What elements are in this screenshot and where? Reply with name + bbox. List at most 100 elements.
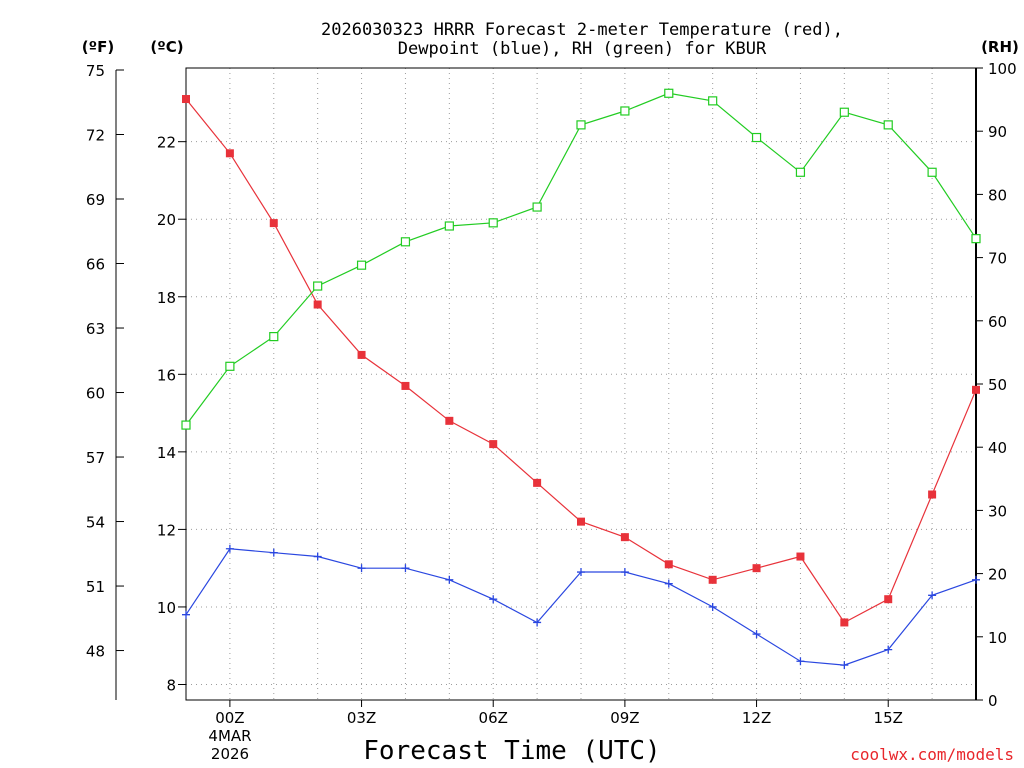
rh-point	[751, 132, 762, 143]
fahrenheit-tick-label: 54	[86, 514, 105, 532]
rh-tick-label: 100	[988, 60, 1017, 78]
fahrenheit-tick-label: 51	[86, 578, 105, 596]
dewpoint-point	[796, 657, 805, 666]
celsius-unit-label: (ºC)	[150, 38, 183, 56]
rh-point	[313, 281, 323, 291]
temperature-point	[225, 149, 234, 158]
x-tick-label: 06Z	[479, 709, 508, 727]
rh-tick-label: 20	[988, 566, 1007, 584]
celsius-tick-label: 10	[157, 599, 176, 617]
dewpoint-point	[620, 568, 629, 577]
temperature-point	[752, 564, 761, 573]
rh-tick-label: 0	[988, 692, 998, 710]
x-tick-label: 12Z	[742, 709, 771, 727]
fahrenheit-tick-label: 57	[86, 449, 105, 467]
rh-point	[839, 107, 849, 117]
temperature-point	[796, 552, 805, 561]
temperature-point	[708, 575, 717, 584]
rh-point	[181, 420, 191, 430]
temperature-point	[489, 440, 498, 449]
rh-point	[927, 167, 937, 177]
rh-tick-label: 60	[988, 313, 1007, 331]
chart-title-line-1: 2026030323 HRRR Forecast 2-meter Tempera…	[321, 20, 843, 40]
series-temperature	[182, 95, 980, 627]
dewpoint-point	[269, 548, 278, 557]
rh-point	[400, 237, 411, 247]
temperature-point	[269, 219, 278, 228]
rh-tick-label: 50	[988, 376, 1007, 394]
rh-tick-label: 80	[988, 186, 1007, 204]
fahrenheit-tick-label: 66	[86, 256, 105, 274]
dewpoint-point	[577, 568, 585, 577]
celsius-tick-label: 20	[157, 211, 176, 229]
rh-point	[225, 361, 235, 371]
date-label-year: 2026	[211, 745, 249, 763]
fahrenheit-tick-label: 60	[86, 385, 105, 403]
temperature-point	[928, 490, 937, 499]
dewpoint-point	[752, 630, 761, 639]
source-credit: coolwx.com/models	[850, 745, 1014, 764]
celsius-tick-label: 14	[157, 444, 176, 462]
series-dewpoint	[182, 544, 980, 670]
temperature-point	[357, 350, 366, 359]
rh-point	[795, 167, 806, 177]
rh-point	[708, 96, 718, 106]
fahrenheit-tick-label: 75	[86, 62, 105, 80]
dewpoint-point	[313, 552, 322, 561]
celsius-tick-label: 8	[166, 676, 176, 694]
temperature-point	[445, 416, 454, 425]
temperature-point	[620, 533, 629, 542]
fahrenheit-unit-label: (ºF)	[82, 38, 114, 56]
x-tick-label: 03Z	[347, 709, 376, 727]
dewpoint-point	[533, 618, 542, 627]
temperature-point	[840, 618, 849, 627]
celsius-tick-label: 12	[157, 521, 176, 539]
rh-tick-label: 70	[988, 250, 1007, 268]
celsius-tick-label: 18	[157, 289, 176, 307]
axes-ticks: 8 10 12 14 16 18 20 22 48 51 54 57 60 63 66 69 72 75 0 10 20…	[86, 60, 1017, 727]
temperature-point	[401, 381, 410, 390]
temperature-point	[664, 560, 673, 569]
temperature-point	[313, 300, 322, 309]
rh-point	[488, 218, 498, 228]
dewpoint-point	[182, 610, 190, 619]
rh-point	[664, 88, 674, 98]
dewpoint-point	[445, 575, 454, 584]
temperature-point	[972, 385, 980, 394]
x-tick-label: 00Z	[215, 709, 244, 727]
rh-point	[356, 260, 367, 270]
x-tick-label: 09Z	[610, 709, 639, 727]
rh-unit-label: (RH)	[981, 38, 1019, 56]
dewpoint-point	[357, 564, 366, 573]
dewpoint-point	[708, 602, 717, 611]
rh-tick-label: 10	[988, 629, 1007, 647]
dewpoint-point	[489, 595, 498, 604]
dewpoint-point	[225, 544, 234, 553]
data-series	[181, 88, 981, 670]
rh-point	[444, 221, 454, 231]
date-label-day: 4MAR	[208, 727, 251, 745]
dewpoint-point	[840, 661, 849, 670]
series-rh	[181, 88, 981, 430]
grid-lines	[186, 68, 976, 700]
rh-point	[971, 234, 981, 244]
dewpoint-point	[884, 645, 893, 654]
fahrenheit-tick-label: 48	[86, 643, 105, 661]
celsius-tick-label: 22	[157, 134, 176, 152]
fahrenheit-tick-label: 72	[86, 127, 105, 145]
rh-tick-label: 40	[988, 439, 1007, 457]
dewpoint-point	[401, 564, 410, 573]
temperature-point	[182, 95, 190, 104]
fahrenheit-tick-label: 63	[86, 320, 105, 338]
rh-point	[883, 120, 893, 130]
chart-title-line-2: Dewpoint (blue), RH (green) for KBUR	[398, 39, 767, 59]
x-tick-label: 15Z	[874, 709, 903, 727]
temperature-point	[884, 595, 893, 604]
rh-tick-label: 30	[988, 502, 1007, 520]
rh-point	[269, 332, 279, 342]
dewpoint-point	[664, 579, 673, 588]
x-axis-title: Forecast Time (UTC)	[363, 736, 660, 766]
rh-point	[576, 120, 586, 130]
dewpoint-point	[972, 575, 980, 584]
